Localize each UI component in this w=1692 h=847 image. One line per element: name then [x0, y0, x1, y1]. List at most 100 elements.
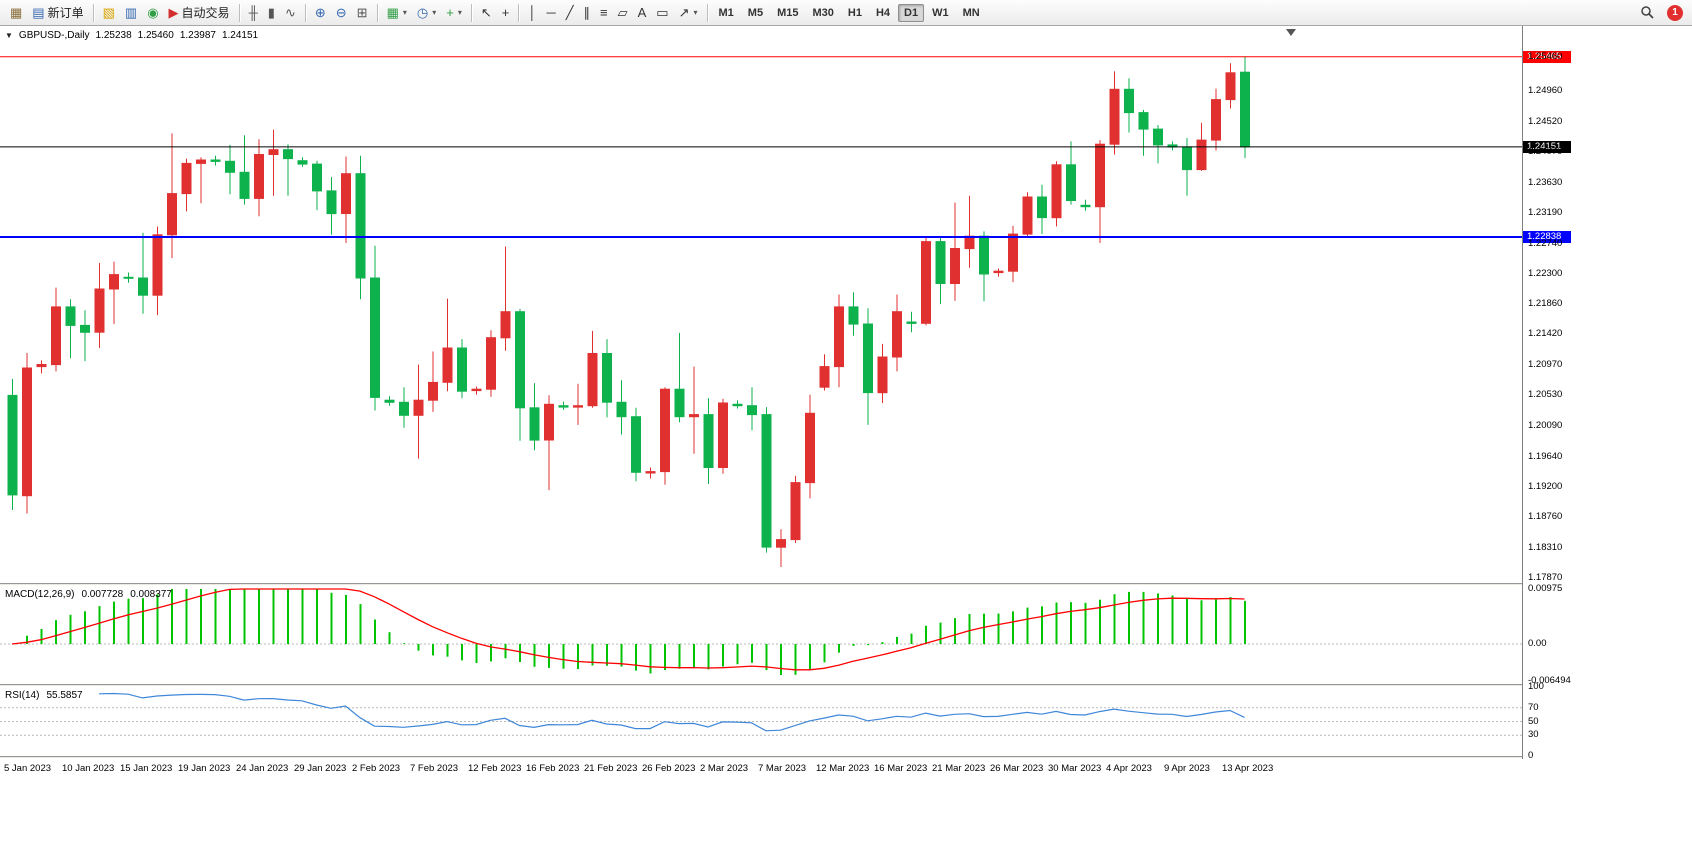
- profiles-icon: ▧: [102, 5, 115, 20]
- candle: [587, 330, 598, 408]
- rsi-chart[interactable]: [0, 687, 1522, 756]
- candle: [950, 202, 960, 301]
- candle: [80, 310, 90, 362]
- zoom-out-button[interactable]: ⊖: [331, 3, 352, 23]
- macd-chart[interactable]: [0, 586, 1522, 684]
- new-order-icon: ▤: [32, 5, 45, 20]
- candle: [515, 308, 525, 441]
- chart-close-value: 1.24151: [221, 30, 259, 41]
- date-axis-label: 5 Jan 2023: [4, 763, 52, 774]
- date-axis-label: 21 Mar 2023: [932, 763, 986, 774]
- timeframe-w1-button[interactable]: W1: [932, 6, 949, 19]
- candle: [384, 396, 395, 406]
- text-label-button[interactable]: ▭: [651, 3, 673, 23]
- timeframe-m1-button[interactable]: M1: [718, 6, 734, 19]
- vertical-line-button[interactable]: │: [523, 3, 541, 23]
- candle: [268, 129, 279, 196]
- price-axis-label: 1.21420: [1528, 328, 1563, 339]
- candle-body: [761, 414, 772, 548]
- candlestick-chart[interactable]: [0, 26, 1522, 583]
- tile-windows-button[interactable]: ⊞: [352, 3, 373, 23]
- panel-separator-macd[interactable]: [0, 583, 1692, 586]
- panel-separator-rsi[interactable]: [0, 684, 1692, 687]
- search-button[interactable]: [1636, 5, 1659, 20]
- candle: [703, 398, 714, 484]
- arrows-dropdown-button[interactable]: ↗ ▾: [674, 3, 703, 23]
- timeframe-h4-button[interactable]: H4: [875, 6, 890, 19]
- navigator-button[interactable]: ◉: [142, 3, 163, 23]
- candle: [747, 387, 757, 431]
- candle: [819, 354, 830, 391]
- timeframe-mn-button[interactable]: MN: [962, 6, 980, 19]
- candle-chart-mode-button[interactable]: ▮: [263, 3, 280, 23]
- horizontal-line-button[interactable]: ─: [541, 3, 560, 23]
- new-chart-dropdown-button[interactable]: ▦ ▾: [382, 3, 412, 23]
- candle: [225, 144, 235, 195]
- candle: [65, 299, 76, 359]
- autotrading-button[interactable]: ▶ 自动交易: [164, 3, 235, 23]
- macd-axis-label: 0.00: [1528, 638, 1547, 649]
- candle-body: [239, 171, 250, 199]
- crosshair-button[interactable]: +: [497, 3, 515, 23]
- cursor-button[interactable]: ↖: [476, 3, 497, 23]
- candle: [457, 339, 467, 399]
- profiles-button[interactable]: ▧: [98, 3, 120, 23]
- date-axis-label: 19 Jan 2023: [178, 763, 231, 774]
- timeframe-m15-button[interactable]: M15: [777, 6, 799, 19]
- candle: [1080, 199, 1091, 211]
- price-scale[interactable]: 1.25465 1.24151 1.22838 1.25460 1.24960 1.245…: [1522, 26, 1692, 761]
- candle: [254, 139, 264, 217]
- shapes-button[interactable]: ▱: [613, 3, 633, 23]
- zoom-in-icon: ⊕: [314, 5, 326, 20]
- bar-chart-mode-button[interactable]: ╫: [244, 3, 263, 23]
- chart-expand-icon[interactable]: ▼: [5, 31, 13, 40]
- fibonacci-button[interactable]: ≡: [595, 3, 613, 23]
- candle-body: [1008, 233, 1018, 272]
- candle-body: [1080, 204, 1091, 208]
- date-axis-label: 4 Apr 2023: [1106, 763, 1152, 774]
- trendline-button[interactable]: ╱: [561, 3, 579, 23]
- new-chart-button[interactable]: ▦: [5, 3, 27, 23]
- periods-dropdown-button[interactable]: ◷ ▾: [412, 3, 441, 23]
- timeframe-m5-button[interactable]: M5: [747, 6, 764, 19]
- candle: [355, 155, 366, 300]
- price-axis-label: 1.23190: [1528, 207, 1563, 218]
- chart-shift-marker-icon[interactable]: [1286, 29, 1296, 36]
- candle-body: [1124, 88, 1134, 114]
- main-chart-panel: ▼ GBPUSD-,Daily 1.25238 1.25460 1.23987 …: [0, 26, 1522, 583]
- candle: [529, 383, 540, 451]
- line-chart-mode-button[interactable]: ∿: [280, 3, 301, 23]
- channel-button[interactable]: ∥: [579, 3, 596, 23]
- notification-badge[interactable]: 1: [1667, 4, 1683, 21]
- timeframe-h1-button[interactable]: H1: [847, 6, 862, 19]
- panel-separator-bottom[interactable]: [0, 756, 1692, 759]
- candle-body: [602, 353, 612, 403]
- rsi-value: 55.5857: [46, 690, 83, 701]
- date-axis-label: 7 Feb 2023: [410, 763, 459, 774]
- date-axis[interactable]: 5 Jan 2023 10 Jan 2023 15 Jan 2023 19 Jan 2…: [0, 759, 1522, 777]
- price-axis-label: 1.18760: [1528, 511, 1563, 522]
- timeframe-m30-button[interactable]: M30: [812, 6, 834, 19]
- candle-body: [341, 173, 351, 214]
- candle: [486, 330, 496, 397]
- candle: [616, 380, 627, 435]
- vertical-line-icon: │: [528, 5, 537, 20]
- candle: [935, 237, 946, 305]
- price-axis-label: 1.25460: [1528, 51, 1563, 62]
- candle-body: [689, 414, 699, 418]
- zoom-in-button[interactable]: ⊕: [310, 3, 331, 23]
- indicators-dropdown-button[interactable]: + ▾: [441, 3, 467, 23]
- text-button[interactable]: A: [633, 3, 652, 23]
- timeframe-d1-button[interactable]: D1: [898, 3, 925, 22]
- candle-body: [645, 471, 656, 474]
- candle: [341, 156, 351, 243]
- new-order-button[interactable]: ▤ 新订单: [27, 3, 88, 23]
- market-watch-button[interactable]: ▥: [120, 3, 142, 23]
- price-axis-label: 1.19640: [1528, 451, 1563, 462]
- chart-high-value: 1.25460: [137, 30, 174, 41]
- candle-body: [457, 347, 467, 392]
- date-axis-label: 24 Jan 2023: [236, 763, 289, 774]
- bar-chart-mode-icon: ╫: [248, 5, 258, 20]
- channel-icon: ∥: [583, 5, 591, 20]
- rsi-panel: RSI(14) 55.5857: [0, 687, 1522, 756]
